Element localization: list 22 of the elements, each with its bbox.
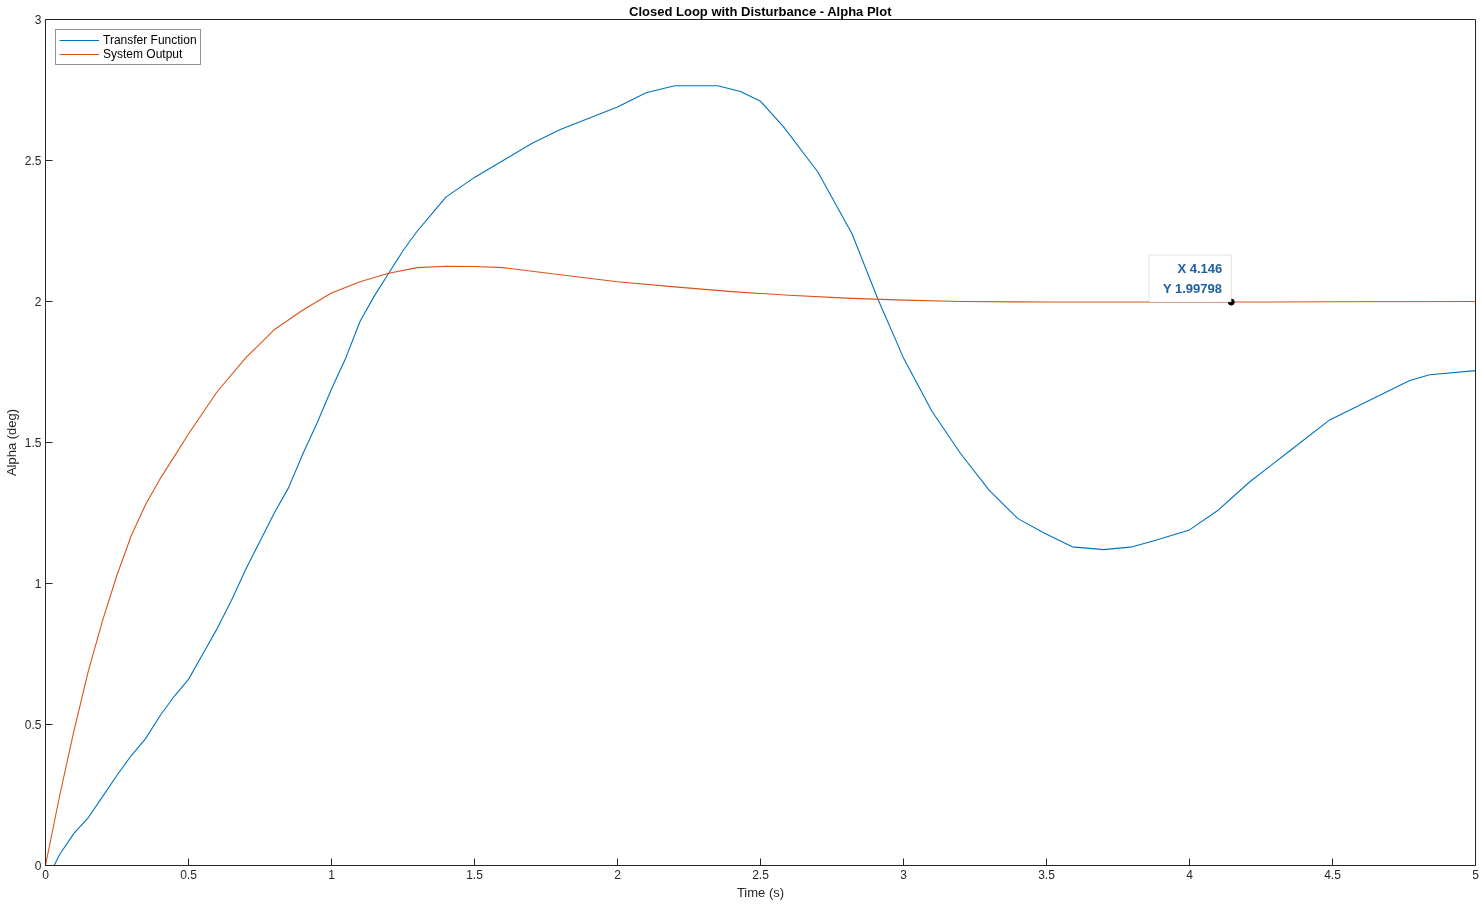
- x-tick-label: 3: [900, 867, 908, 882]
- y-tick-label: 1.5: [24, 436, 42, 450]
- x-tick-label: 0.5: [180, 867, 198, 882]
- y-tick-label: 2: [34, 295, 42, 309]
- y-axis-title: Alpha (deg): [3, 408, 19, 477]
- x-tick-label: 2: [614, 867, 622, 882]
- legend-label: Transfer Function: [103, 33, 197, 47]
- y-tick-label: 3: [34, 13, 42, 27]
- chart-title: Closed Loop with Disturbance - Alpha Plot: [629, 3, 893, 19]
- annotation: X 4.146 Y 1.99798: [1162, 260, 1223, 297]
- x-tick-label: 2.5: [752, 867, 770, 882]
- y-tick-label: 0.5: [24, 718, 42, 732]
- legend-label: System Output: [103, 47, 183, 61]
- x-tick-label: 1: [328, 867, 336, 882]
- x-tick-label: 3.5: [1038, 867, 1056, 882]
- y-tick-label: 1: [34, 577, 42, 591]
- y-tick-label: 2.5: [24, 154, 42, 168]
- x-tick-label: 4: [1186, 867, 1194, 882]
- x-axis-title: Time (s): [736, 884, 785, 900]
- x-tick-label: 5: [1472, 867, 1480, 882]
- x-tick-label: 4.5: [1324, 867, 1342, 882]
- x-tick-label: 1.5: [466, 867, 484, 882]
